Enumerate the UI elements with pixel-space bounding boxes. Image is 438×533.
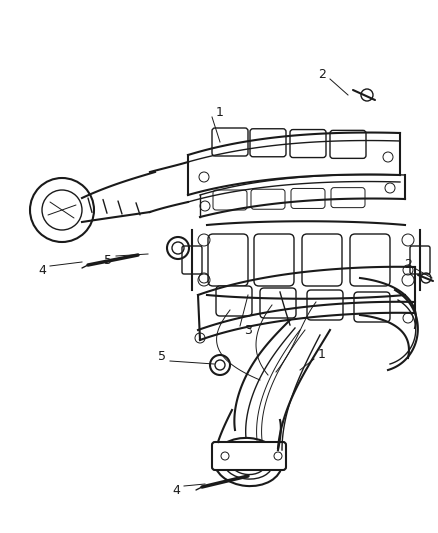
FancyBboxPatch shape [212,128,248,156]
FancyBboxPatch shape [291,189,325,208]
Text: 3: 3 [244,324,252,336]
Text: 2: 2 [404,259,412,271]
FancyBboxPatch shape [208,234,248,286]
Text: 4: 4 [172,483,180,497]
Text: 1: 1 [216,107,224,119]
FancyBboxPatch shape [302,234,342,286]
FancyBboxPatch shape [350,234,390,286]
FancyBboxPatch shape [182,246,202,274]
Text: 4: 4 [38,263,46,277]
FancyBboxPatch shape [354,292,390,322]
FancyBboxPatch shape [250,129,286,157]
FancyBboxPatch shape [330,131,366,158]
FancyBboxPatch shape [216,286,252,316]
FancyBboxPatch shape [307,290,343,320]
FancyBboxPatch shape [212,442,286,470]
Text: 2: 2 [318,69,326,82]
Text: 1: 1 [318,349,326,361]
FancyBboxPatch shape [290,130,326,158]
FancyBboxPatch shape [331,188,365,208]
FancyBboxPatch shape [251,189,285,209]
Text: 5: 5 [158,351,166,364]
FancyBboxPatch shape [410,246,430,274]
Text: 5: 5 [104,254,112,266]
FancyBboxPatch shape [260,288,296,318]
FancyBboxPatch shape [254,234,294,286]
FancyBboxPatch shape [213,190,247,210]
